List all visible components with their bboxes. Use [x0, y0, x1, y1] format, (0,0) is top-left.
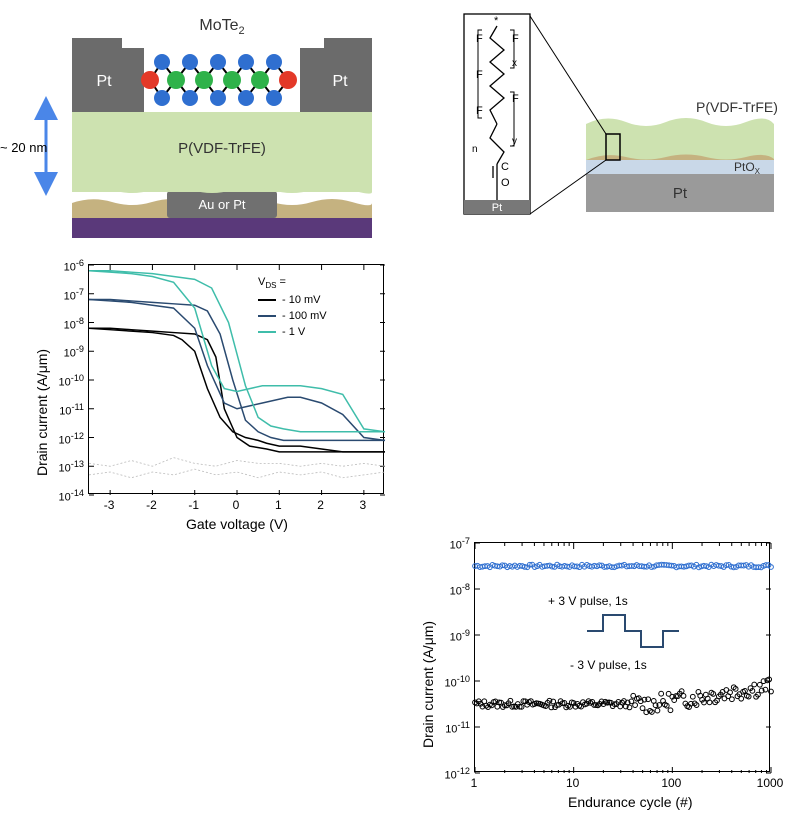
thickness-label: ~ 20 nm: [8, 108, 62, 191]
br-ylabel: Drain current (A/μm): [420, 621, 436, 748]
annot-high: + 3 V pulse, 1s: [548, 594, 628, 608]
pt-left: Pt: [72, 38, 144, 112]
svg-text:O: O: [501, 177, 510, 189]
svg-text:F: F: [512, 33, 519, 45]
svg-text:F: F: [476, 105, 483, 117]
svg-text:C: C: [501, 161, 509, 173]
mote2-chain: [141, 54, 297, 106]
br-plot-area: [474, 542, 770, 772]
svg-text:F: F: [512, 93, 519, 105]
layer-stack-schematic: Pt PtOX P(VDF-TrFE) Pt F F: [438, 4, 778, 224]
endurance-chart: Drain current (A/μm) Endurance cycle (#)…: [412, 536, 780, 814]
svg-text:Pt: Pt: [96, 73, 112, 90]
layer-stack: Pt PtOX P(VDF-TrFE): [586, 99, 778, 212]
svg-text:Pt: Pt: [673, 185, 688, 202]
svg-text:*: *: [494, 15, 499, 27]
pt-right: Pt: [300, 38, 372, 112]
gate-label: Au or Pt: [199, 197, 246, 212]
svg-text:F: F: [476, 33, 483, 45]
pvdf-label: P(VDF-TrFE): [178, 140, 266, 157]
svg-text:F: F: [476, 69, 483, 81]
svg-text:n: n: [472, 144, 478, 155]
annot-low: - 3 V pulse, 1s: [570, 658, 647, 672]
mote2-label: MoTe2: [199, 17, 244, 37]
br-xlabel: Endurance cycle (#): [568, 794, 693, 810]
transfer-curve-chart: Drain current (A/μm) Gate voltage (V) VD…: [26, 258, 394, 536]
bl-plot-area: [88, 264, 384, 494]
svg-text:Pt: Pt: [492, 202, 502, 214]
molecule-inset: Pt FF FF F x y n * C O: [464, 14, 530, 214]
substrate-layer: [72, 218, 372, 238]
device-schematic: ~ 20 nm Au or Pt P(VDF-TrFE) brush P(VDF…: [62, 8, 382, 238]
svg-text:P(VDF-TrFE): P(VDF-TrFE): [696, 99, 778, 115]
bl-legend: VDS = - 10 mV- 100 mV- 1 V: [258, 276, 327, 340]
svg-text:Pt: Pt: [332, 73, 348, 90]
bl-ylabel: Drain current (A/μm): [34, 349, 50, 476]
bl-xlabel: Gate voltage (V): [186, 516, 288, 532]
